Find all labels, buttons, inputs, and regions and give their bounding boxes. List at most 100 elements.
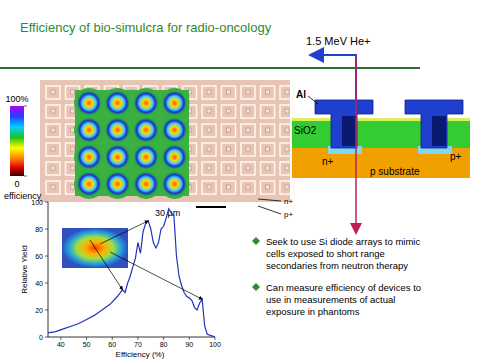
efficiency-ring <box>131 115 161 145</box>
y-tick <box>45 256 48 257</box>
diode-contact <box>51 185 55 189</box>
diode-contact <box>71 147 75 151</box>
efficiency-ring <box>131 88 161 118</box>
diode-cell <box>202 105 216 118</box>
diode-cell <box>241 143 255 156</box>
bullet-line: Can measure efficiency of devices to <box>266 282 421 293</box>
scale-bar <box>196 206 226 208</box>
diode-contact <box>207 109 211 113</box>
diode-cell <box>261 124 275 137</box>
diode-contact <box>71 109 75 113</box>
diode-contact <box>285 128 289 132</box>
micrograph-label: n+ <box>284 197 293 206</box>
diode-cell <box>46 124 60 137</box>
diode-contact <box>246 109 250 113</box>
yield-line <box>48 209 215 337</box>
diode-contact <box>266 185 270 189</box>
diode-contact <box>51 90 55 94</box>
al-via <box>432 116 446 146</box>
diode-cell <box>202 143 216 156</box>
diode-contact <box>51 128 55 132</box>
diode-cell <box>280 124 294 137</box>
x-axis-label: Efficiency (%) <box>116 350 165 359</box>
al-contact <box>405 100 463 148</box>
al-via <box>342 116 356 146</box>
colorbar <box>10 106 24 176</box>
y-axis-label: Relative Yield <box>20 245 29 293</box>
cross-section-label: p+ <box>450 151 462 162</box>
beam-label: 1.5 MeV He+ <box>306 35 371 47</box>
diode-contact <box>207 147 211 151</box>
incident-beam <box>355 55 357 232</box>
diode-cell <box>222 143 236 156</box>
x-tick <box>112 337 113 340</box>
efficiency-ring <box>160 115 190 145</box>
bullet-marker <box>252 283 260 291</box>
diode-cell <box>222 86 236 99</box>
diode-contact <box>51 147 55 151</box>
diode-contact <box>246 166 250 170</box>
micrograph-label: p+ <box>284 210 293 219</box>
bullet-line: Seek to use Si diode arrays to mimic <box>266 236 420 247</box>
y-tick-label: 0 <box>39 334 43 341</box>
diode-contact <box>285 90 289 94</box>
plot-area <box>48 209 215 337</box>
cross-section-label: Al <box>296 89 306 100</box>
x-tick <box>215 337 216 340</box>
diode-contact <box>266 166 270 170</box>
x-tick <box>60 337 61 340</box>
diode-contact <box>227 90 231 94</box>
diode-cell <box>241 86 255 99</box>
diode-cell <box>261 181 275 194</box>
diode-contact <box>227 128 231 132</box>
diode-contact <box>285 185 289 189</box>
efficiency-ring <box>103 142 133 172</box>
cross-section-label: p substrate <box>370 166 420 177</box>
diode-contact <box>266 90 270 94</box>
diode-contact <box>246 147 250 151</box>
x-tick-label: 80 <box>160 341 168 348</box>
y-tick <box>45 337 48 338</box>
diode-cell <box>241 105 255 118</box>
diode-cell <box>222 105 236 118</box>
diode-contact <box>227 166 231 170</box>
bullet-text: Can measure efficiency of devices touse … <box>266 282 421 317</box>
colorbar-tick-label: 0 <box>14 179 19 189</box>
diode-cell <box>46 86 60 99</box>
efficiency-ring <box>74 142 104 172</box>
efficiency-ring <box>74 115 104 145</box>
chart: 020406080100405060708090100Efficiency (%… <box>20 199 221 360</box>
efficiency-ring <box>74 169 104 199</box>
diode-contact <box>246 128 250 132</box>
diode-cell <box>261 105 275 118</box>
y-tick-label: 100 <box>31 199 43 206</box>
diode-contact <box>51 166 55 170</box>
leader-line <box>258 199 281 201</box>
efficiency-ring <box>74 88 104 118</box>
diode-cell <box>46 105 60 118</box>
efficiency-ring <box>131 169 161 199</box>
diode-cell <box>222 124 236 137</box>
diode-cell <box>202 162 216 175</box>
colorbar-tick <box>24 176 27 177</box>
diode-contact <box>246 185 250 189</box>
leader-line <box>258 206 281 214</box>
diode-cell <box>241 124 255 137</box>
leader-line <box>308 96 318 104</box>
diode-contact <box>285 166 289 170</box>
diode-cell <box>222 162 236 175</box>
slide: Efficiency of bio-simulcra for radio-onc… <box>0 0 480 360</box>
diode-contact <box>207 166 211 170</box>
diode-cell <box>241 181 255 194</box>
diode-contact <box>207 185 211 189</box>
x-tick <box>163 337 164 340</box>
diode-cell <box>261 86 275 99</box>
diode-contact <box>266 147 270 151</box>
efficiency-ring <box>103 169 133 199</box>
efficiency-ring <box>103 115 133 145</box>
diode-contact <box>227 109 231 113</box>
colorbar-tick-label: 100% <box>5 94 28 104</box>
diode-cell <box>202 181 216 194</box>
diode-contact <box>266 128 270 132</box>
y-tick-label: 20 <box>35 307 43 314</box>
